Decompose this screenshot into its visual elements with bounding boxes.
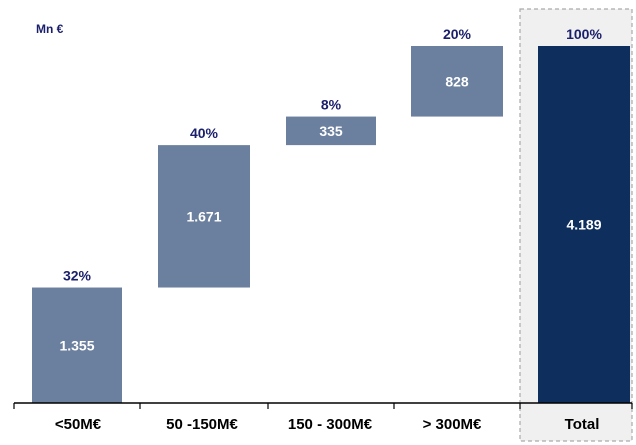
bar-value-label: 1.355 [59, 337, 94, 353]
bar-percent-label: 32% [63, 268, 92, 284]
bar-total [538, 46, 630, 403]
bar-value-label: 828 [445, 73, 469, 89]
bars-group [32, 46, 630, 403]
bar-percent-label: 40% [190, 125, 219, 141]
bar-segment [411, 46, 503, 117]
bar-segment [158, 145, 250, 288]
x-axis: <50M€ 50 -150M€ 150 - 300M€ > 300M€ Total [13, 402, 633, 433]
unit-label: Mn € [36, 22, 64, 36]
bar-value-label: 1.671 [186, 208, 221, 224]
bar-percent-label: 20% [443, 26, 472, 42]
bar-percent-label: 8% [321, 97, 342, 113]
bar-value-label: 4.189 [566, 217, 601, 233]
bar-value-label: 335 [319, 123, 343, 139]
bar-percent-label: 100% [566, 26, 602, 42]
labels-group: 1.355 32% 1.671 40% 335 8% 828 20% 4.189 100% [59, 26, 602, 353]
bar-segment [286, 116, 376, 146]
x-tick-label: 150 - 300M€ [288, 416, 373, 433]
x-tick-label: 50 -150M€ [166, 416, 238, 433]
x-tick-label: > 300M€ [423, 416, 482, 433]
bar-segment [32, 287, 122, 403]
x-tick-label: Total [565, 416, 600, 433]
x-tick-label: <50M€ [55, 416, 102, 433]
